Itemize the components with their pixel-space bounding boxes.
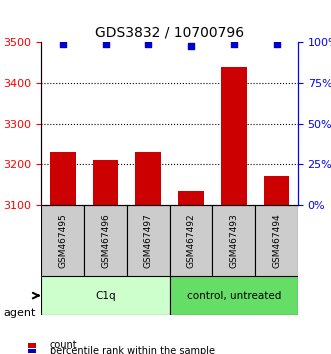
Bar (178, 190, 204, 205)
Bar (135, 152, 161, 205)
Text: C1q: C1q (95, 291, 116, 301)
Text: control, untreated: control, untreated (187, 291, 281, 301)
FancyBboxPatch shape (84, 205, 127, 276)
Point (146, 41, 151, 47)
Bar (93, 160, 118, 205)
Bar (221, 67, 247, 205)
FancyBboxPatch shape (255, 205, 298, 276)
Text: count: count (50, 340, 77, 350)
FancyBboxPatch shape (41, 205, 84, 276)
FancyBboxPatch shape (169, 276, 298, 315)
FancyBboxPatch shape (169, 205, 213, 276)
Text: GSM467494: GSM467494 (272, 213, 281, 268)
Text: GSM467492: GSM467492 (186, 213, 196, 268)
Point (60, 41, 66, 47)
FancyBboxPatch shape (127, 205, 169, 276)
FancyBboxPatch shape (213, 205, 255, 276)
Text: percentile rank within the sample: percentile rank within the sample (50, 346, 214, 354)
Text: GSM467496: GSM467496 (101, 213, 110, 268)
Point (274, 41, 279, 47)
Text: GSM467493: GSM467493 (229, 213, 238, 268)
Point (231, 41, 236, 47)
Bar (264, 176, 289, 205)
Text: agent: agent (3, 308, 36, 318)
FancyBboxPatch shape (41, 276, 169, 315)
Point (188, 43, 194, 48)
Bar (50, 152, 75, 205)
Text: GSM467495: GSM467495 (58, 213, 67, 268)
Title: GDS3832 / 10700796: GDS3832 / 10700796 (95, 26, 244, 40)
Point (103, 41, 108, 47)
Text: GSM467497: GSM467497 (144, 213, 153, 268)
